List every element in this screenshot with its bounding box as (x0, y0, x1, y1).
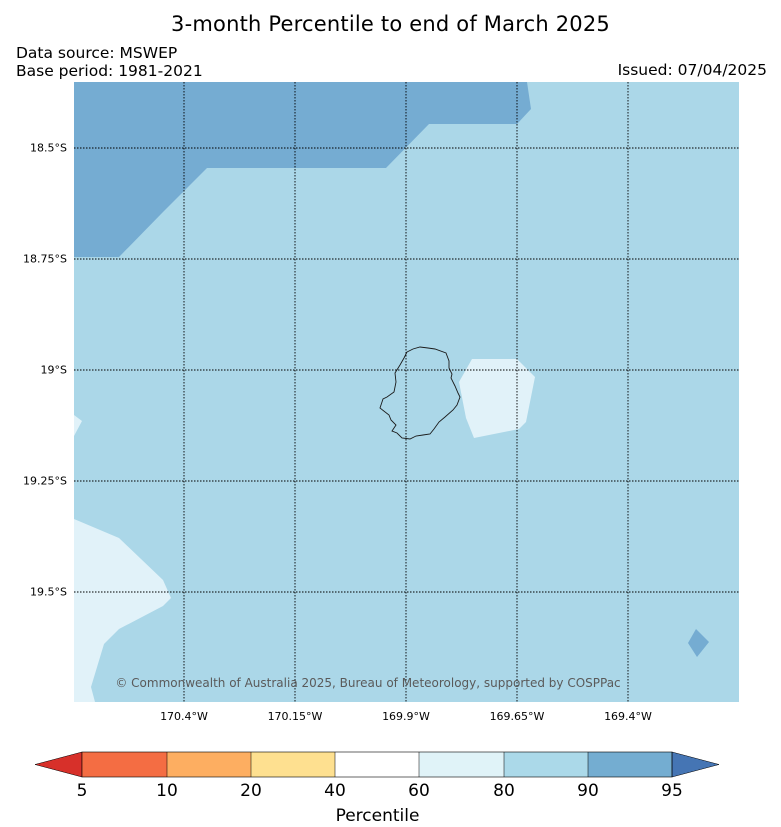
latitude-label: 19.5°S (30, 585, 67, 599)
colorbar-segment-40-60 (335, 752, 419, 777)
region-90-95-north (74, 82, 531, 257)
colorbar-segment-90-95 (588, 752, 672, 777)
longitude-label: 169.9°W (382, 710, 430, 723)
longitude-label: 169.65°W (489, 710, 545, 723)
latitude-label: 18.5°S (30, 141, 67, 155)
colorbar-tick-label: 20 (240, 781, 262, 801)
region-60-80-southwest (74, 519, 171, 702)
colorbar-tick-label: 10 (156, 781, 178, 801)
region-90-95-southeast (688, 629, 709, 657)
colorbar-tick-label: 40 (324, 781, 346, 801)
longitude-label: 169.4°W (604, 710, 652, 723)
latitude-label: 19°S (40, 363, 67, 377)
colorbar-tick-label: 5 (76, 781, 88, 801)
percentile-map (74, 82, 739, 702)
gridlines (74, 82, 739, 702)
colorbar-frame (81, 751, 673, 778)
colorbar-tick-label: 80 (493, 781, 515, 801)
island-outline (379, 346, 461, 440)
colorbar-segment-10-20 (167, 752, 251, 777)
latitude-label: 18.75°S (23, 252, 67, 266)
colorbar-segment-80-90 (504, 752, 588, 777)
latitude-label: 19.25°S (23, 474, 67, 488)
longitude-label: 170.15°W (267, 710, 323, 723)
colorbar (34, 751, 720, 778)
colorbar-tick-label: 60 (408, 781, 430, 801)
colorbar-tick-label: 90 (577, 781, 599, 801)
issued-date: Issued: 07/04/2025 (617, 61, 767, 79)
longitude-label: 170.4°W (160, 710, 208, 723)
base-period-text: Base period: 1981-2021 (16, 62, 203, 80)
colorbar-label: Percentile (335, 806, 420, 826)
colorbar-segment-5-10 (82, 752, 167, 777)
meta-info: Data source: MSWEP Base period: 1981-202… (16, 44, 203, 80)
copyright-notice: © Commonwealth of Australia 2025, Bureau… (115, 676, 621, 690)
map-title: 3-month Percentile to end of March 2025 (171, 12, 610, 36)
region-60-80-east (459, 359, 535, 438)
map-panel[interactable] (74, 82, 739, 702)
colorbar-tick-label: 95 (661, 781, 683, 801)
colorbar-extend-low (34, 751, 83, 778)
region-60-80-west-sliver (74, 415, 82, 436)
colorbar-segment-20-40 (251, 752, 335, 777)
data-source-text: Data source: MSWEP (16, 44, 178, 62)
colorbar-segment-60-80 (419, 752, 504, 777)
colorbar-extend-high (671, 751, 720, 778)
